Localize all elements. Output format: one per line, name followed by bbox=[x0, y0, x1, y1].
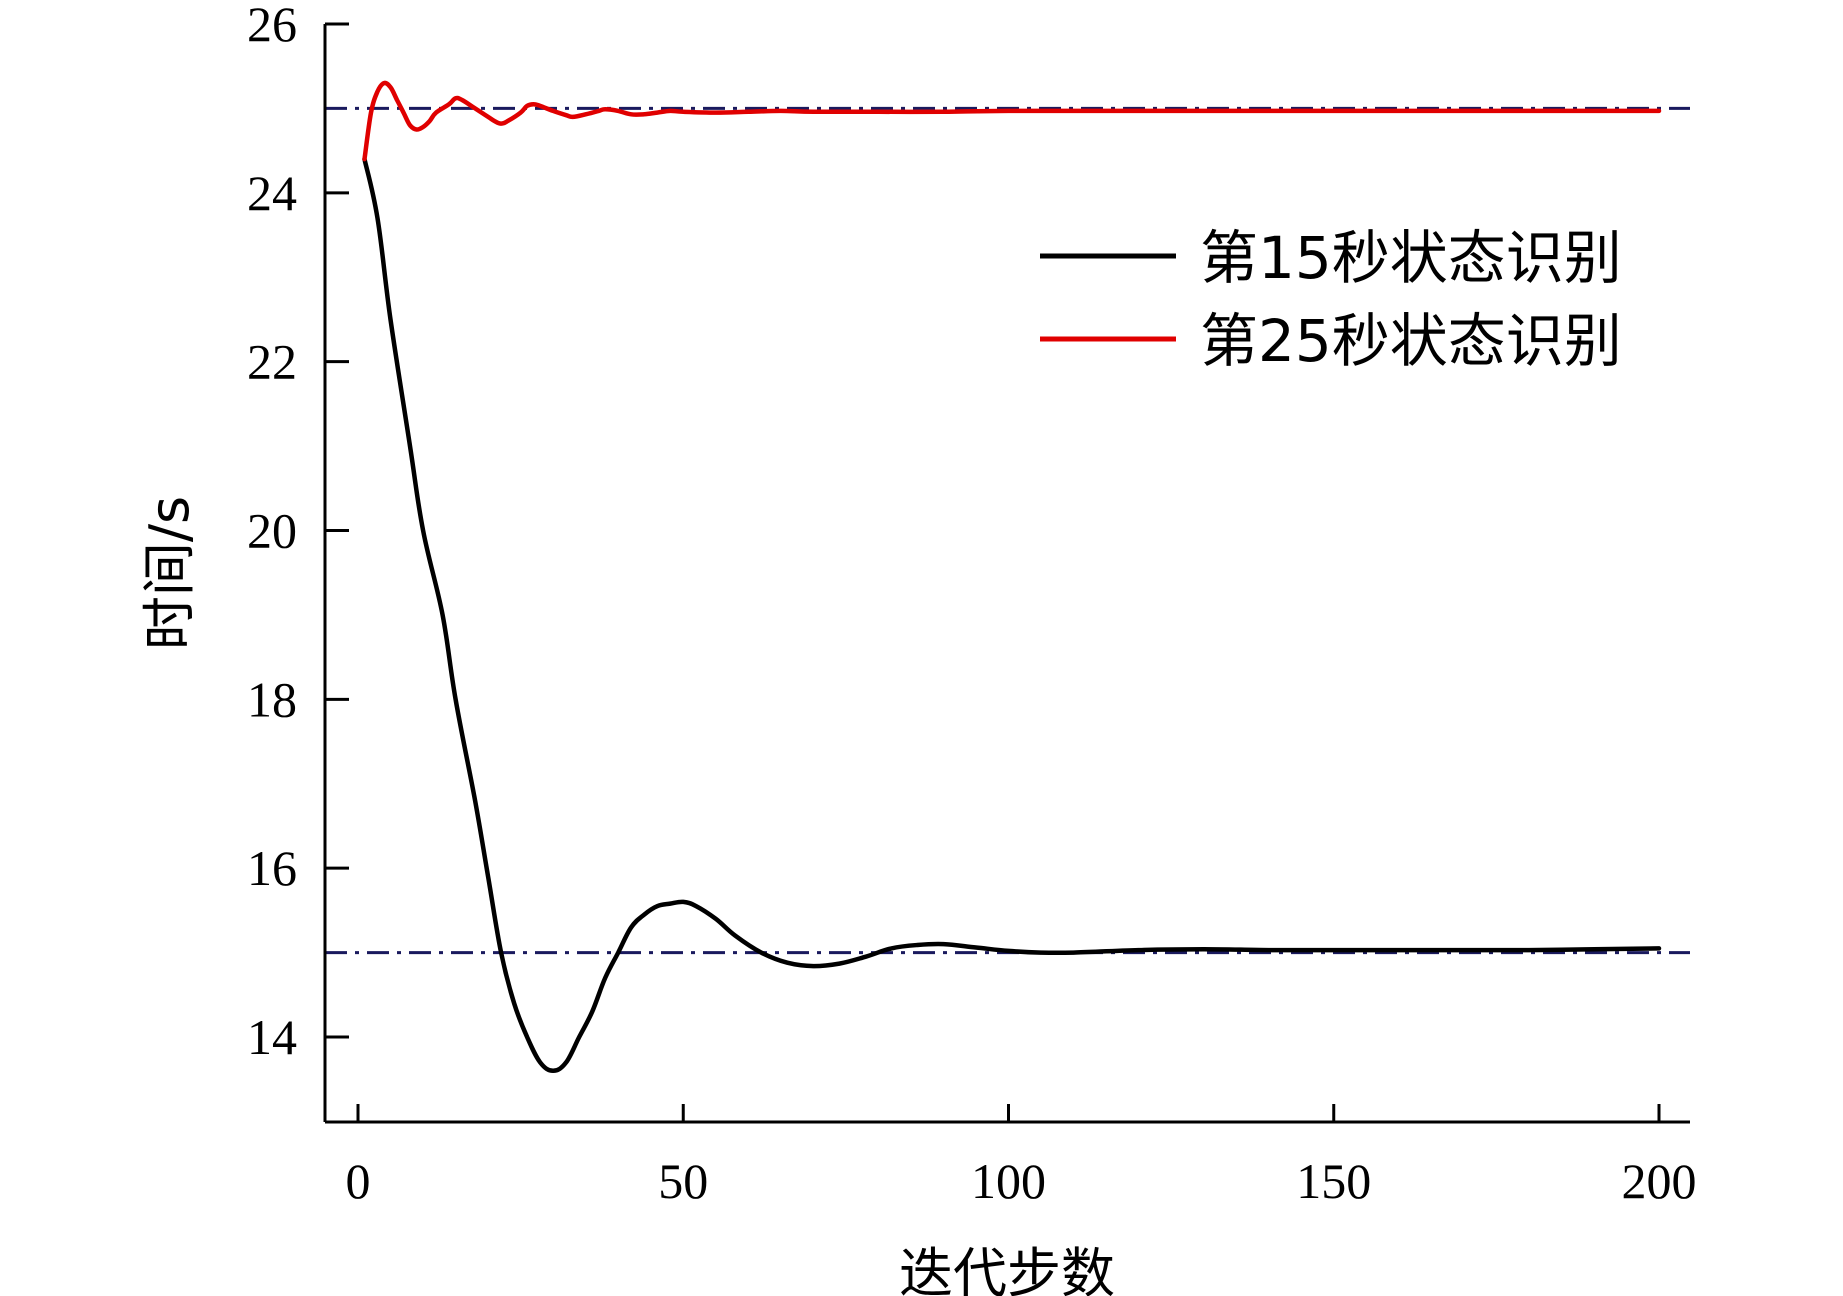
series-line-1 bbox=[362, 156, 1662, 1074]
x-tick-label: 50 bbox=[658, 1153, 708, 1209]
y-tick-label: 24 bbox=[247, 165, 297, 221]
y-ticks: 14 16 18 20 22 24 26 bbox=[247, 0, 349, 1065]
legend-label-series-1: 第15秒状态识别 bbox=[1200, 224, 1622, 292]
x-ticks: 0 50 100 150 200 bbox=[346, 1104, 1697, 1209]
y-tick-label: 26 bbox=[247, 0, 297, 52]
x-tick-label: 0 bbox=[346, 1153, 371, 1209]
x-tick-label: 200 bbox=[1622, 1153, 1697, 1209]
series-line-2 bbox=[362, 80, 1662, 162]
y-tick-label: 18 bbox=[247, 671, 297, 727]
series-lines bbox=[362, 80, 1662, 1074]
y-tick-label: 14 bbox=[247, 1009, 297, 1065]
legend: 第15秒状态识别 第25秒状态识别 bbox=[1040, 224, 1622, 375]
y-tick-label: 20 bbox=[247, 503, 297, 559]
x-tick-label: 100 bbox=[971, 1153, 1046, 1209]
y-tick-label: 22 bbox=[247, 334, 297, 390]
x-tick-label: 150 bbox=[1296, 1153, 1371, 1209]
y-axis-title: 时间/s bbox=[138, 496, 201, 650]
axes bbox=[323, 24, 1690, 1124]
legend-label-series-2: 第25秒状态识别 bbox=[1200, 307, 1622, 375]
x-axis-title: 迭代步数 bbox=[899, 1242, 1115, 1296]
y-tick-label: 16 bbox=[247, 840, 297, 896]
